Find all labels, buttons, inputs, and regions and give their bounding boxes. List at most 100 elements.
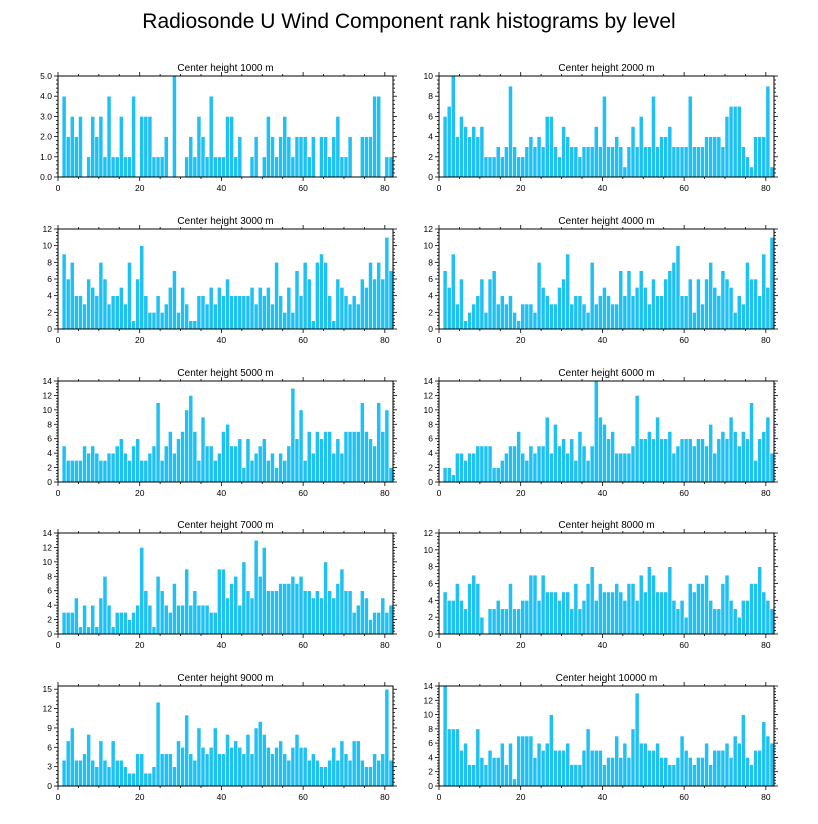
bar (331, 136, 337, 178)
bar (487, 278, 493, 330)
bar (630, 445, 636, 483)
bar (463, 742, 468, 787)
bar (200, 604, 206, 635)
bar (360, 759, 365, 787)
bar (196, 604, 202, 635)
bar (683, 146, 689, 178)
bar (585, 728, 591, 787)
bar (524, 600, 530, 635)
bar (459, 278, 464, 330)
x-tick-label: 20 (135, 640, 145, 650)
bar (380, 278, 386, 330)
bar (176, 438, 181, 483)
y-tick-label: 0 (428, 477, 433, 487)
bar (343, 156, 349, 178)
bar (286, 583, 292, 635)
bar (241, 467, 247, 483)
x-tick-label: 0 (56, 792, 61, 802)
bar (549, 591, 554, 635)
bar (253, 136, 259, 178)
bar (249, 597, 255, 635)
y-tick-label: 2 (428, 152, 433, 162)
bar (716, 295, 722, 330)
bar (455, 452, 460, 483)
bar (679, 735, 685, 787)
bar (290, 746, 296, 787)
bar (298, 746, 304, 787)
bar (504, 452, 509, 483)
bar (512, 608, 517, 635)
bar (593, 380, 599, 483)
bar (159, 753, 165, 787)
panel-title: Center height 4000 m (558, 216, 654, 227)
y-tick-label: 0.0 (40, 172, 52, 182)
bar (94, 295, 100, 330)
bar (769, 452, 775, 483)
y-tick-label: 10 (424, 710, 434, 720)
bar (508, 583, 513, 635)
bar (155, 575, 161, 635)
bar (319, 438, 324, 483)
bar (376, 612, 382, 635)
bar (532, 146, 538, 178)
bar (282, 116, 288, 178)
y-tick-label: 10 (424, 241, 434, 251)
y-tick-label: 6 (428, 434, 433, 444)
bar (691, 312, 697, 330)
bar (188, 604, 194, 635)
bar (540, 146, 546, 178)
bar (708, 136, 714, 178)
bar (569, 608, 575, 635)
bar (229, 583, 234, 635)
bar (168, 753, 173, 787)
bar (139, 116, 145, 178)
bar (753, 583, 758, 635)
bar (626, 270, 632, 330)
y-tick-label: 10 (43, 241, 53, 251)
bar (532, 452, 538, 483)
bar (667, 126, 673, 178)
bar (491, 156, 497, 178)
bar (327, 295, 333, 330)
bar (736, 742, 742, 787)
bar (602, 95, 607, 178)
bar (528, 574, 534, 635)
bar (655, 742, 660, 787)
bar (233, 295, 239, 330)
bar (679, 600, 685, 635)
bar (90, 759, 96, 787)
bar (589, 262, 595, 330)
bar (343, 295, 349, 330)
bar (306, 431, 312, 483)
bar (700, 438, 705, 483)
bar (520, 156, 526, 178)
y-tick-label: 8 (47, 571, 52, 581)
bar (724, 278, 730, 330)
bar (163, 604, 169, 635)
bar (618, 270, 624, 330)
bar (151, 766, 157, 787)
bar (561, 749, 566, 787)
x-tick-label: 60 (298, 335, 308, 345)
bar (282, 583, 288, 635)
bar (675, 245, 681, 330)
bar (549, 452, 554, 483)
bar (208, 746, 214, 787)
bar (679, 295, 685, 330)
bar (450, 253, 456, 330)
bar (217, 452, 222, 483)
bar (176, 740, 181, 787)
bar (450, 474, 456, 483)
bar (147, 312, 153, 330)
bar (475, 583, 481, 635)
bar (446, 287, 452, 330)
x-tick-label: 40 (217, 183, 227, 193)
bar (691, 591, 697, 635)
bar (123, 612, 128, 635)
x-tick-label: 60 (298, 183, 308, 193)
bar (463, 460, 468, 483)
bar (94, 452, 100, 483)
bar (675, 146, 681, 178)
bar (471, 303, 477, 330)
bar (585, 460, 591, 483)
